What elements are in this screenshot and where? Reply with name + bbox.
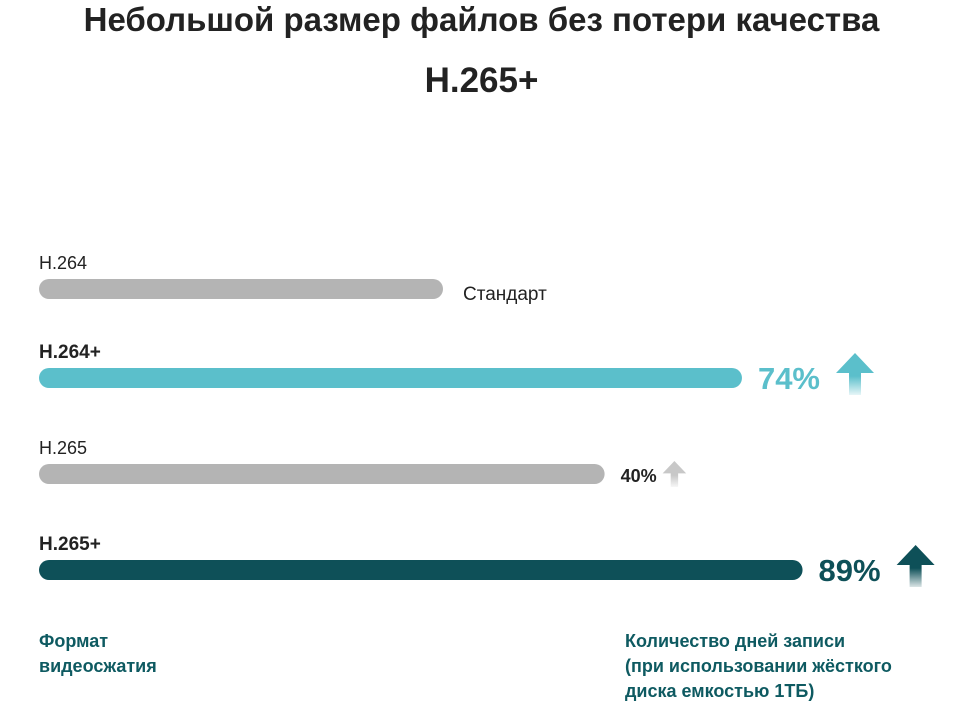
footer-format-caption: Формат видеосжатия bbox=[39, 629, 157, 679]
up-arrow-icon bbox=[836, 353, 875, 395]
page-title: Небольшой размер файлов без потери качес… bbox=[83, 1, 880, 38]
footer-format-line: видеосжатия bbox=[39, 656, 157, 676]
footer-days-line: диска емкостью 1ТБ) bbox=[625, 681, 815, 701]
up-arrow-icon bbox=[896, 545, 935, 587]
value-label: 40% bbox=[621, 466, 657, 486]
footer-days-line: (при использовании жёсткого bbox=[625, 656, 892, 676]
category-label: H.264+ bbox=[39, 342, 101, 363]
footer-days-caption: Количество дней записи (при использовани… bbox=[625, 629, 892, 704]
bar bbox=[39, 560, 803, 580]
value-label: 74% bbox=[758, 361, 820, 396]
bar bbox=[39, 279, 443, 299]
category-label: H.264 bbox=[39, 253, 87, 273]
footer-format-line: Формат bbox=[39, 631, 109, 651]
category-label: H.265 bbox=[39, 438, 87, 458]
footer-days-line: Количество дней записи bbox=[625, 631, 846, 651]
up-arrow-icon bbox=[662, 460, 687, 488]
value-label: Стандарт bbox=[463, 284, 547, 305]
value-label: 89% bbox=[819, 553, 881, 588]
category-label: H.265+ bbox=[39, 534, 101, 555]
page-subtitle: H.265+ bbox=[424, 61, 539, 100]
bar bbox=[39, 368, 742, 388]
bar bbox=[39, 464, 605, 484]
